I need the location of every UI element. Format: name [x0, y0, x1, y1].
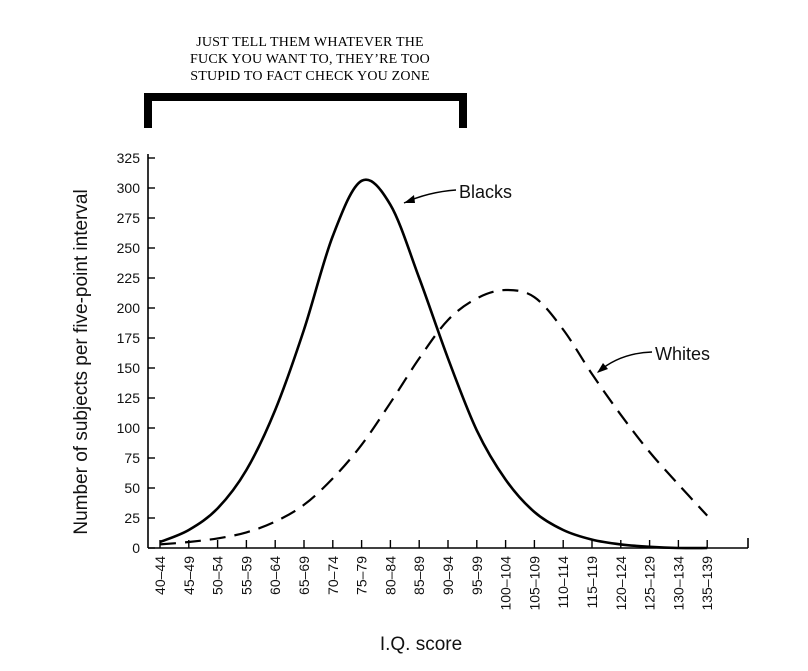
- y-tick-label: 125: [117, 390, 141, 406]
- x-tick-label: 65–69: [296, 556, 312, 595]
- x-axis-title: I.Q. score: [380, 634, 462, 655]
- x-tick-label: 130–134: [670, 556, 686, 611]
- y-tick-label: 225: [117, 270, 141, 286]
- x-tick-label: 90–94: [440, 556, 456, 595]
- y-tick-label: 275: [117, 210, 141, 226]
- series-label-whites: Whites: [655, 344, 710, 364]
- y-tick-label: 100: [117, 420, 141, 436]
- x-tick-label: 75–79: [354, 556, 370, 595]
- meme-caption: JUST TELL THEM WHATEVER THE FUCK YOU WAN…: [140, 34, 480, 85]
- label-arrowhead-whites: [597, 363, 608, 373]
- x-tick-label: 120–124: [613, 556, 629, 611]
- caption-line-3: STUPID TO FACT CHECK YOU ZONE: [190, 69, 430, 84]
- series-line-whites: [159, 288, 709, 546]
- y-tick-label: 300: [117, 180, 141, 196]
- caption-line-1: JUST TELL THEM WHATEVER THE: [196, 35, 424, 50]
- y-tick-label: 325: [117, 150, 141, 166]
- y-tick-label: 250: [117, 240, 141, 256]
- y-tick-label: 75: [124, 450, 140, 466]
- x-tick-label: 70–74: [325, 556, 341, 595]
- x-tick-label: 135–139: [699, 556, 715, 611]
- x-tick-label: 45–49: [181, 556, 197, 595]
- y-axis-title: Number of subjects per five-point interv…: [71, 189, 92, 534]
- x-tick-label: 100–104: [498, 556, 514, 611]
- series-annotations: Blacks Whites: [403, 182, 710, 373]
- y-tick-label: 175: [117, 330, 141, 346]
- y-tick-label: 0: [132, 540, 140, 556]
- x-tick-label: 55–59: [238, 556, 254, 595]
- series-line-blacks: [159, 178, 708, 550]
- x-tick-label: 80–84: [382, 556, 398, 595]
- x-tick-label: 105–109: [526, 556, 542, 611]
- series-label-blacks: Blacks: [459, 182, 512, 202]
- x-tick-label: 115–119: [584, 556, 600, 609]
- caption-line-2: FUCK YOU WANT TO, THEY’RE TOO: [190, 52, 430, 67]
- label-arrowhead-blacks: [404, 195, 415, 203]
- x-axis-ticks: 40–44 45–49 50–54 55–59 60–64 65–69 70–74 75–79…: [152, 540, 715, 611]
- x-tick-label: 40–44: [152, 556, 168, 595]
- x-tick-label: 85–89: [411, 556, 427, 595]
- x-tick-label: 125–129: [642, 556, 658, 611]
- caption-bracket: [144, 93, 467, 128]
- y-axis-ticks: 0 25 50 75 100 125 150 175 200 225 250 275 300 325: [117, 150, 155, 556]
- x-tick-label: 60–64: [267, 556, 283, 595]
- x-tick-label: 110–114: [555, 556, 571, 609]
- series-lines: [159, 178, 709, 550]
- y-tick-label: 25: [124, 510, 140, 526]
- x-tick-label: 50–54: [210, 556, 226, 595]
- y-tick-label: 200: [117, 300, 141, 316]
- x-tick-label: 95–99: [469, 556, 485, 595]
- y-tick-label: 150: [117, 360, 141, 376]
- y-tick-label: 50: [124, 480, 140, 496]
